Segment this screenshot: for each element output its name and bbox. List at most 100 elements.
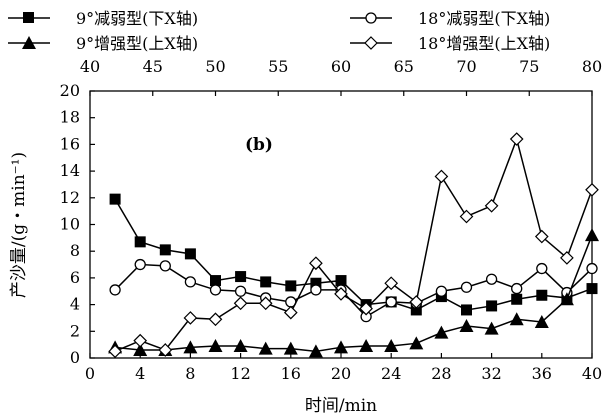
series-point-2 <box>534 314 549 328</box>
series-point-2 <box>308 344 323 358</box>
series-point-1 <box>310 284 322 296</box>
legend-label-9-strengthening: 9°增强型(上X轴) <box>76 34 198 53</box>
x-top-tick-label: 45 <box>143 57 163 76</box>
x-bottom-tick-label: 16 <box>281 364 301 383</box>
series-point-2 <box>409 336 424 350</box>
series-point-2 <box>334 340 348 354</box>
series-point-3 <box>158 343 173 357</box>
series-point-0 <box>260 276 272 288</box>
series-point-2 <box>559 292 574 306</box>
series-point-1 <box>109 284 121 296</box>
series-point-0 <box>410 304 422 316</box>
series-point-2 <box>359 338 374 352</box>
y-tick-label: 10 <box>60 215 80 234</box>
series-point-3 <box>108 344 122 359</box>
series-1 <box>109 258 598 323</box>
x-top-tick-label: 65 <box>394 57 414 76</box>
series-point-3 <box>309 256 323 271</box>
x-top-tick-label: 55 <box>268 57 288 76</box>
y-tick-label: 18 <box>60 108 80 127</box>
x-bottom-tick-label: 32 <box>481 364 501 383</box>
series-point-2 <box>484 321 499 335</box>
series-point-0 <box>536 289 548 301</box>
series-point-3 <box>534 229 549 244</box>
series-point-1 <box>234 285 247 297</box>
series-point-1 <box>511 282 523 295</box>
x-top-tick-label: 40 <box>80 57 100 76</box>
x-bottom-tick-label: 20 <box>331 364 351 383</box>
x-bottom-tick-label: 24 <box>381 364 401 383</box>
series-point-2 <box>183 340 198 354</box>
series-point-2 <box>283 341 298 355</box>
y-axis-title: 产沙量/(g・min⁻¹) <box>9 152 29 298</box>
x-bottom-tick-label: 40 <box>582 364 602 383</box>
series-point-3 <box>409 295 424 309</box>
series-0 <box>109 193 598 316</box>
series-point-2 <box>258 341 273 355</box>
legend-entry-9-weakening: 9°减弱型(下X轴) <box>8 9 198 28</box>
series-point-0 <box>159 244 171 256</box>
legend-label-9-weakening: 9°减弱型(下X轴) <box>76 9 198 28</box>
y-tick-label: 4 <box>70 295 80 314</box>
series-point-0 <box>486 300 498 312</box>
series-point-0 <box>461 304 472 316</box>
x-bottom-tick-label: 4 <box>135 364 145 383</box>
y-tick-label: 8 <box>70 241 80 260</box>
y-tick-label: 6 <box>70 268 80 287</box>
series-point-3 <box>359 301 373 316</box>
series-point-3 <box>334 287 348 301</box>
series-point-0 <box>511 293 523 305</box>
series-point-3 <box>585 182 599 197</box>
series-point-0 <box>210 275 221 287</box>
series-point-1 <box>460 281 473 293</box>
series-point-1 <box>159 260 171 272</box>
series-point-2 <box>459 318 474 332</box>
y-tick-label: 20 <box>60 81 80 100</box>
y-tick-label: 0 <box>70 348 80 367</box>
series-point-1 <box>184 276 197 288</box>
x-top-tick-label: 70 <box>456 57 476 76</box>
series-point-2 <box>133 342 148 356</box>
series-point-3 <box>258 296 273 311</box>
panel-label: (b) <box>245 135 273 155</box>
series-point-3 <box>208 312 223 327</box>
legend: 9°减弱型(下X轴) 18°减弱型(下X轴) 9°增强型(上X轴) 18°增强型… <box>8 9 550 53</box>
series-point-3 <box>434 169 449 184</box>
series-point-3 <box>384 276 399 291</box>
series-point-0 <box>134 236 146 248</box>
series-point-3 <box>560 251 574 265</box>
series-point-3 <box>183 311 198 325</box>
y-tick-label: 16 <box>60 134 80 153</box>
series-point-1 <box>435 285 448 297</box>
series-point-0 <box>235 271 247 283</box>
y-tick-label: 12 <box>60 188 80 207</box>
x-top-tick-label: 80 <box>582 57 602 76</box>
x-bottom-tick-label: 0 <box>85 364 95 383</box>
x-top-tick-label: 50 <box>205 57 225 76</box>
series-point-0 <box>184 248 196 260</box>
legend-label-18-weakening: 18°减弱型(下X轴) <box>418 9 550 28</box>
x-bottom-tick-label: 36 <box>532 364 552 383</box>
legend-entry-18-weakening: 18°减弱型(下X轴) <box>350 9 550 28</box>
x-top-tick-label: 60 <box>331 57 351 76</box>
series-point-1 <box>485 273 498 285</box>
series-point-2 <box>208 338 223 352</box>
x-top-tick-label: 75 <box>519 57 539 76</box>
series-3 <box>108 132 599 359</box>
series-point-3 <box>133 333 148 348</box>
series-point-3 <box>233 296 248 311</box>
series-point-0 <box>310 277 322 289</box>
series-point-0 <box>586 283 598 295</box>
x-axis-title: 时间/min <box>305 396 377 416</box>
series-point-1 <box>385 296 397 308</box>
series-point-1 <box>536 262 548 275</box>
series-point-1 <box>134 258 146 271</box>
series-point-3 <box>459 209 474 224</box>
y-tick-label: 14 <box>60 161 80 180</box>
series-point-1 <box>586 262 598 275</box>
y-tick-label: 2 <box>70 321 80 340</box>
series-point-0 <box>109 193 121 205</box>
legend-label-18-strengthening: 18°增强型(上X轴) <box>418 34 550 53</box>
